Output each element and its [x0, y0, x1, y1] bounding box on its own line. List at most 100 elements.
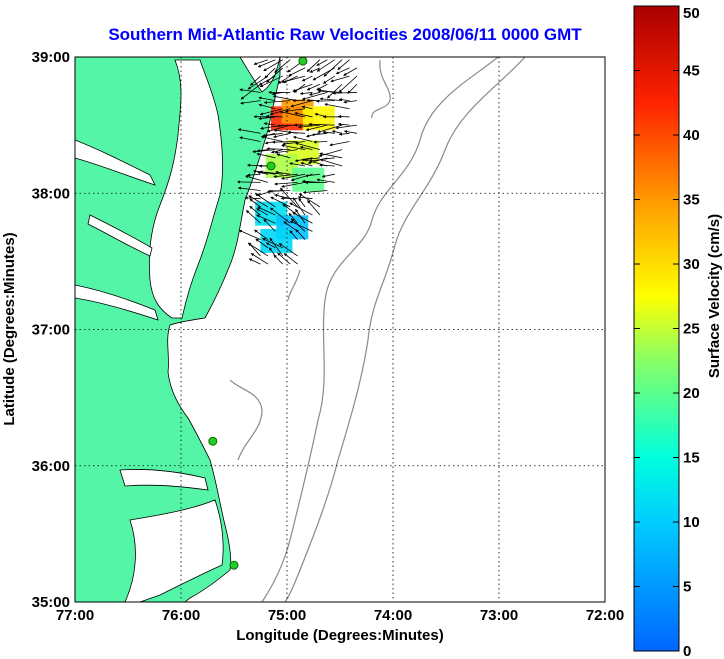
velocity-arrow	[312, 67, 335, 81]
velocity-arrow	[281, 75, 306, 84]
velocity-arrow	[246, 173, 261, 177]
velocity-arrow	[259, 75, 283, 88]
velocity-arrow	[249, 206, 261, 216]
x-tick-label: 73:00	[480, 607, 518, 624]
velocity-arrow	[278, 243, 298, 257]
colorbar-tick-label: 40	[683, 127, 700, 144]
velocity-arrow	[343, 129, 358, 134]
velocity-arrow	[258, 75, 276, 86]
velocity-arrow	[263, 122, 276, 126]
velocity-arrow	[273, 173, 298, 179]
colorbar-tick-label: 15	[683, 450, 700, 467]
velocity-arrow	[249, 198, 261, 208]
velocity-arrow	[240, 100, 261, 105]
velocity-arrow	[338, 75, 358, 93]
velocity-arrow	[292, 83, 313, 92]
velocity-arrow	[338, 132, 350, 136]
velocity-arrow	[266, 147, 291, 151]
velocity-arrow	[288, 67, 306, 77]
velocity-arrow	[240, 83, 261, 100]
velocity-arrow	[306, 83, 321, 91]
velocity-arrow	[266, 67, 284, 83]
velocity-arrow	[276, 153, 291, 159]
velocity-arrow	[289, 220, 313, 232]
velocity-arrow	[256, 148, 268, 153]
velocity-arrow	[287, 130, 306, 134]
velocity-arrow	[263, 59, 283, 72]
station-marker	[298, 57, 308, 66]
pamlico-sound	[124, 499, 224, 602]
velocity-arrow	[303, 158, 328, 167]
colorbar-tick-label: 25	[683, 321, 700, 338]
velocity-arrow	[307, 157, 328, 165]
x-tick-labels: 77:00 76:00 75:00 74:00 73:00 72:00	[56, 607, 624, 624]
velocity-arrow	[265, 242, 276, 249]
potomac-river	[75, 139, 156, 186]
velocity-arrow	[316, 59, 328, 66]
velocity-arrow	[265, 114, 283, 118]
velocity-arrow	[293, 83, 306, 93]
velocity-arrow	[274, 181, 298, 186]
velocity-arrow	[309, 67, 321, 73]
james-river	[75, 284, 159, 321]
velocity-arrow	[275, 170, 291, 175]
velocity-arrow	[289, 202, 313, 216]
velocity-arrow	[289, 162, 306, 167]
velocity-arrow	[307, 200, 321, 216]
velocity-arrow	[277, 75, 291, 84]
velocity-arrow	[269, 207, 291, 224]
velocity-arrow	[277, 252, 291, 265]
velocity-arrow	[315, 99, 335, 103]
velocity-arrow	[258, 96, 276, 101]
velocity-arrow	[319, 158, 343, 167]
velocity-arrow	[294, 111, 313, 118]
velocity-arrow	[297, 124, 320, 129]
colorbar-tick-label: 0	[683, 643, 691, 659]
velocity-arrow	[319, 97, 343, 101]
velocity-arrow	[301, 105, 313, 110]
velocity-arrow	[247, 75, 269, 90]
bathymetry-contours	[229, 57, 526, 602]
velocity-arrow	[330, 75, 350, 83]
velocity-arrow	[245, 175, 269, 183]
grid-lines	[75, 57, 605, 602]
velocity-arrow	[238, 229, 261, 240]
velocity-arrow	[273, 254, 284, 265]
velocity-arrow	[248, 258, 261, 265]
velocity-arrow	[329, 141, 350, 147]
velocity-arrow	[279, 187, 298, 208]
y-tick-label: 38:00	[32, 185, 70, 202]
velocity-arrow	[337, 122, 350, 126]
velocity-arrow	[335, 124, 358, 130]
colorbar-tick-label: 50	[683, 5, 700, 22]
velocity-arrow	[257, 206, 276, 216]
velocity-arrow	[288, 212, 298, 224]
velocity-arrow	[239, 88, 261, 93]
station-marker	[208, 436, 218, 446]
velocity-arrow	[245, 210, 261, 224]
velocity-arrow	[285, 108, 306, 113]
velocity-arrow	[300, 161, 313, 167]
velocity-arrow	[271, 140, 298, 144]
colorbar-label: Surface Velocity (cm/s)	[706, 214, 723, 378]
velocity-arrow	[264, 67, 276, 79]
velocity-arrow	[301, 92, 328, 101]
velocity-arrow	[257, 171, 268, 175]
velocity-arrow	[299, 145, 313, 151]
velocity-arrow	[319, 152, 343, 159]
velocity-arrow	[262, 132, 283, 138]
colorbar-tick-labels: 0 5 10 15 20 25 30 35 40 45 50	[634, 5, 700, 659]
velocity-arrow	[337, 114, 350, 119]
velocity-arrow	[292, 135, 313, 142]
velocity-arrow	[272, 132, 291, 139]
velocity-arrow	[295, 229, 306, 240]
x-tick-label: 77:00	[56, 607, 94, 624]
velocity-arrow	[301, 75, 313, 82]
velocity-arrow	[283, 253, 298, 265]
station-marker	[266, 161, 276, 171]
colorbar-tick-label: 10	[683, 514, 700, 531]
velocity-arrow	[306, 59, 321, 73]
velocity-arrow	[274, 149, 298, 154]
velocity-arrow	[252, 149, 276, 154]
